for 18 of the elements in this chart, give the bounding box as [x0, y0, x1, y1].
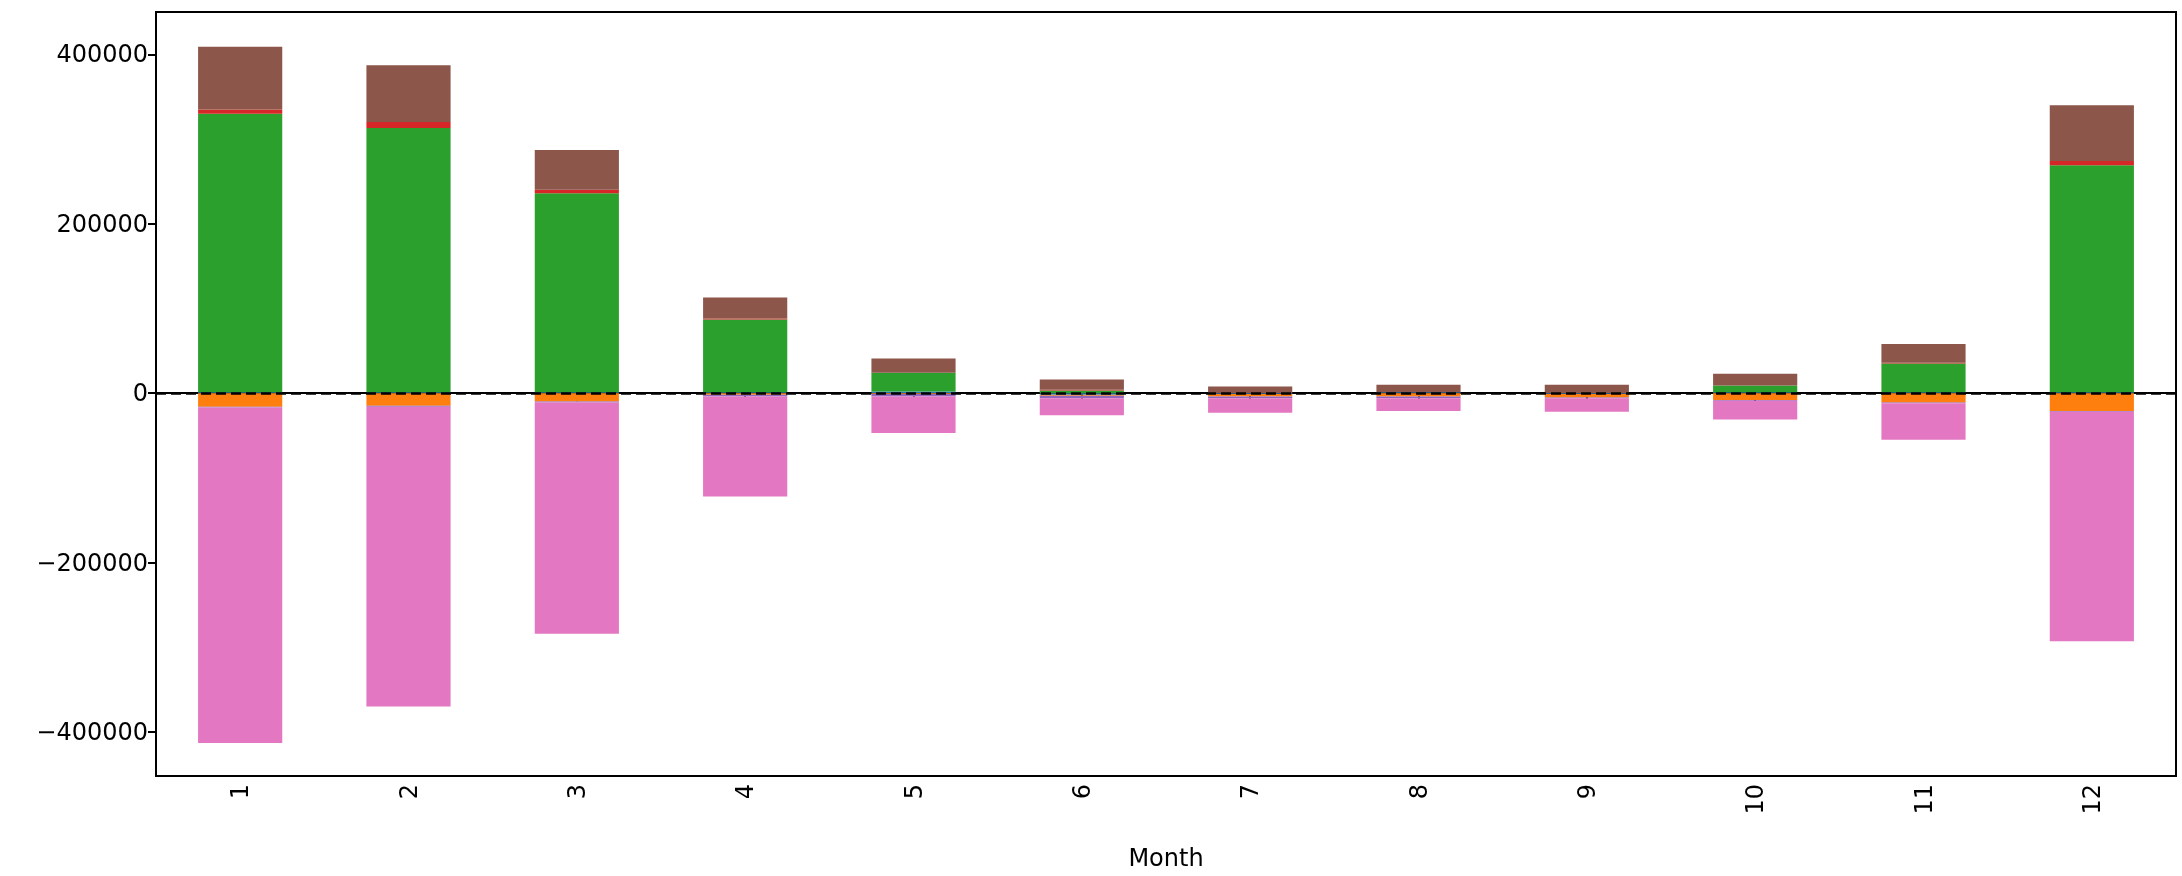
x-tick-label: 11 [1909, 784, 1938, 815]
y-tick-label: −400000 [36, 717, 148, 746]
x-tick-label: 6 [1067, 784, 1096, 800]
x-tick-label: 12 [2077, 784, 2106, 815]
y-tick-label: −200000 [36, 548, 148, 577]
x-tick-label: 3 [562, 784, 591, 800]
x-tick-label: 10 [1741, 784, 1770, 815]
y-tick-label: 400000 [56, 40, 148, 69]
y-tick-label: 0 [132, 379, 148, 408]
x-tick-label: 7 [1236, 784, 1265, 800]
x-tick-label: 5 [899, 784, 928, 800]
x-axis-title: Month [1128, 844, 1204, 872]
x-tick-label: 2 [394, 784, 423, 800]
x-tick-label: 9 [1572, 784, 1601, 800]
x-tick-label: 1 [226, 784, 255, 800]
x-tick-label: 4 [731, 784, 760, 800]
y-tick-label: 200000 [56, 209, 148, 238]
x-tick-label: 8 [1404, 784, 1433, 800]
